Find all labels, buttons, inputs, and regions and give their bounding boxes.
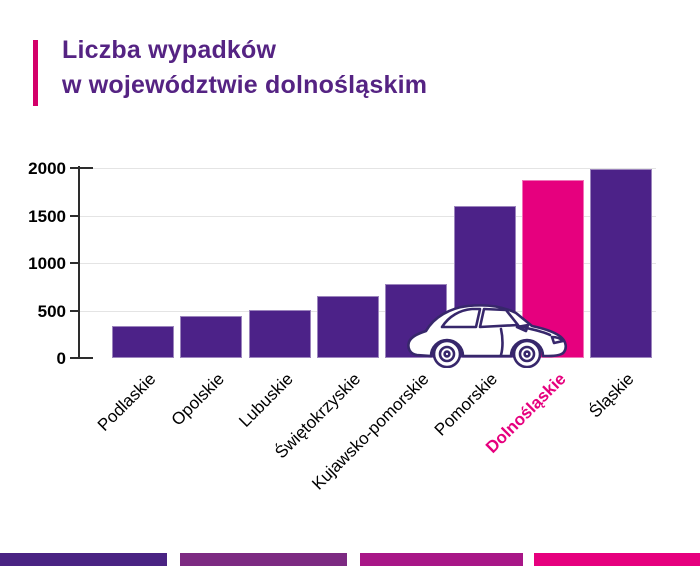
- bar-świętokrzyskie[interactable]: [316, 296, 379, 358]
- y-tick-label-1000: 1000: [28, 254, 66, 273]
- x-label-śląskie: Śląskie: [585, 369, 638, 422]
- grid-line-1000: [79, 263, 656, 264]
- title-accent-bar: [33, 40, 38, 106]
- y-axis-line: [78, 166, 80, 359]
- y-tick-label-0: 0: [56, 349, 66, 368]
- x-label-lubuskie: Lubuskie: [234, 369, 297, 431]
- bar-śląskie[interactable]: [590, 168, 653, 358]
- x-label-opolskie: Opolskie: [167, 369, 229, 430]
- axis-stub-0: [79, 357, 93, 359]
- footer-bar-3: [360, 553, 523, 566]
- x-label-pomorskie: Pomorskie: [431, 369, 502, 440]
- bar-opolskie[interactable]: [180, 316, 243, 358]
- y-tick-500: [70, 309, 78, 312]
- footer-bar-1: [0, 553, 167, 566]
- page-title: Liczba wypadków w województwie dolnośląsk…: [62, 33, 427, 103]
- page-title-line1: Liczba wypadków: [62, 36, 277, 64]
- x-label-kujawsko-pomorskie: Kujawsko-pomorskie: [308, 369, 433, 494]
- y-tick-label-1500: 1500: [28, 206, 66, 226]
- bar-lubuskie[interactable]: [248, 310, 311, 358]
- car-icon: [407, 304, 568, 368]
- y-tick-label-2000: 2000: [28, 159, 66, 178]
- grid-line-1500: [79, 215, 656, 217]
- x-label-podlaskie: Podlaskie: [94, 369, 160, 435]
- page-title-line2: w województwie dolnośląskim: [62, 71, 428, 99]
- bar-podlaskie[interactable]: [112, 326, 174, 358]
- y-tick-2000: [70, 167, 78, 169]
- axis-stub-2000: [79, 167, 93, 169]
- y-tick-1500: [70, 214, 78, 217]
- footer-bar-4: [534, 553, 700, 566]
- footer-bar-2: [180, 553, 347, 566]
- y-tick-1000: [70, 262, 78, 264]
- y-tick-0: [70, 357, 78, 359]
- y-tick-label-500: 500: [37, 301, 66, 321]
- grid-line-2000: [79, 168, 656, 169]
